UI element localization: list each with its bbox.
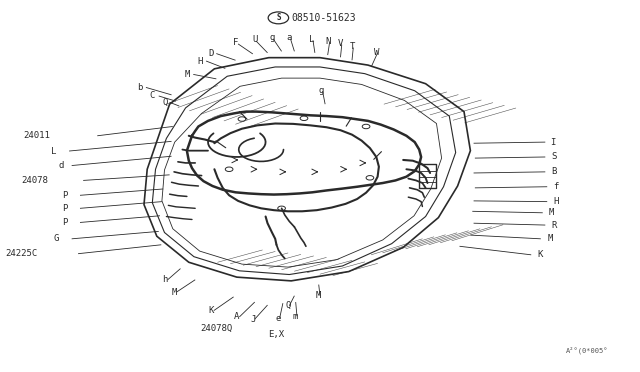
Text: A²°(0*005°: A²°(0*005° — [566, 347, 609, 354]
Text: K: K — [538, 250, 543, 259]
Text: G: G — [54, 234, 59, 243]
Text: N: N — [326, 37, 331, 46]
Text: P: P — [62, 204, 67, 213]
Text: h: h — [163, 275, 168, 284]
Text: C: C — [150, 92, 155, 100]
Text: P: P — [62, 218, 67, 227]
Text: L: L — [309, 35, 314, 44]
Text: Q: Q — [163, 98, 168, 107]
Text: S: S — [276, 13, 281, 22]
Text: g: g — [319, 86, 324, 94]
Text: M: M — [184, 70, 189, 79]
Text: T: T — [349, 42, 355, 51]
Text: U: U — [252, 35, 257, 44]
Text: L: L — [51, 147, 56, 155]
Text: 24225C: 24225C — [5, 249, 37, 258]
Text: m: m — [293, 312, 298, 321]
Text: d: d — [59, 161, 64, 170]
Text: R: R — [552, 221, 557, 230]
Text: M: M — [316, 291, 321, 300]
Text: f: f — [554, 182, 559, 191]
Text: P: P — [62, 191, 67, 200]
Text: W: W — [374, 48, 379, 57]
Text: S: S — [552, 153, 557, 161]
Text: Q: Q — [285, 301, 291, 310]
Text: J: J — [250, 315, 255, 324]
Text: 08510-51623: 08510-51623 — [292, 13, 356, 23]
Text: M: M — [547, 234, 552, 243]
Text: I: I — [550, 138, 556, 147]
Text: D: D — [209, 49, 214, 58]
Text: H: H — [554, 197, 559, 206]
Text: F: F — [233, 38, 238, 47]
Text: M: M — [172, 288, 177, 296]
Text: e: e — [276, 314, 281, 323]
Text: A: A — [234, 312, 239, 321]
Text: M: M — [549, 208, 554, 217]
Text: 24078: 24078 — [21, 176, 48, 185]
Text: g: g — [269, 33, 275, 42]
Text: b: b — [137, 83, 142, 92]
Text: V: V — [338, 39, 343, 48]
Text: a: a — [287, 33, 292, 42]
Text: 24011: 24011 — [23, 131, 50, 140]
Text: B: B — [552, 167, 557, 176]
Text: H: H — [198, 57, 203, 65]
Text: K: K — [209, 306, 214, 315]
Text: 24078Q: 24078Q — [200, 324, 232, 333]
Text: E,X: E,X — [268, 330, 285, 339]
